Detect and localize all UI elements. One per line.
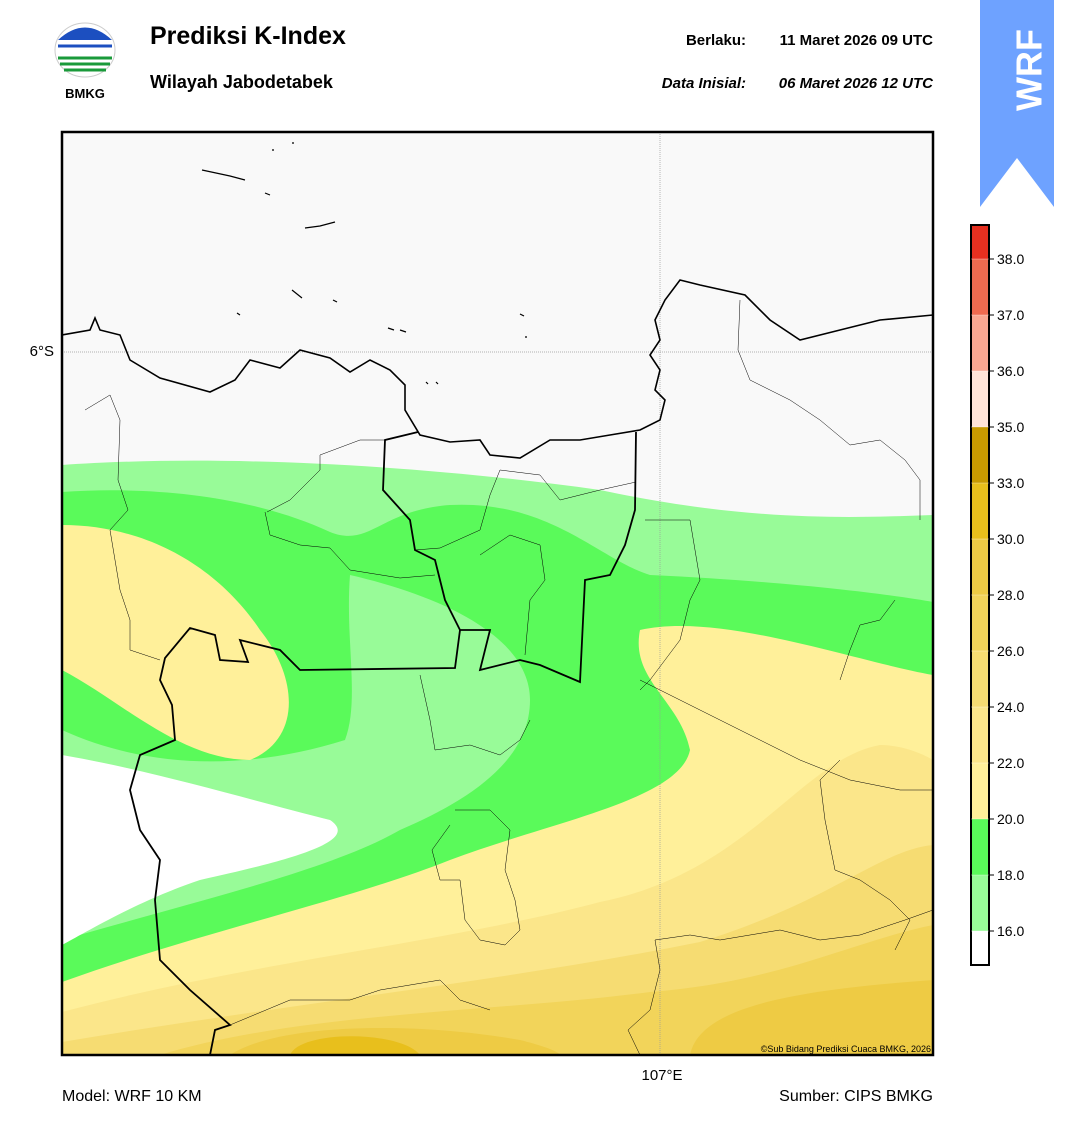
colorbar-band: [971, 595, 989, 651]
colorbar-tick-label: 30.0: [997, 531, 1024, 547]
init-label: Data Inisial:: [662, 75, 746, 92]
colorbar-band: [971, 763, 989, 819]
colorbar-band: [971, 225, 989, 259]
model-note: Model: WRF 10 KM: [62, 1088, 202, 1105]
colorbar-band: [971, 707, 989, 763]
map-lines: [62, 132, 933, 1055]
k-index-field: [690, 980, 933, 1055]
k-index-field: [290, 1036, 420, 1055]
subtitle: Wilayah Jabodetabek: [150, 72, 334, 92]
colorbar-band: [971, 651, 989, 707]
colorbar-tick-label: 18.0: [997, 867, 1024, 883]
colorbar-tick-label: 35.0: [997, 419, 1024, 435]
logo: BMKG: [54, 22, 116, 101]
colorbar-band: [971, 371, 989, 427]
source-note: Sumber: CIPS BMKG: [779, 1088, 933, 1105]
badge: WRF: [980, 0, 1054, 207]
copyright: ©Sub Bidang Prediksi Cuaca BMKG, 2026: [761, 1044, 931, 1054]
colorbar-tick-label: 24.0: [997, 699, 1024, 715]
colorbar-band: [971, 539, 989, 595]
colorbar-band: [971, 819, 989, 875]
map-fields: [62, 132, 933, 1055]
colorbar-band: [971, 483, 989, 539]
colorbar-tick-label: 26.0: [997, 643, 1024, 659]
badge-text: WRF: [1009, 29, 1050, 111]
valid-time: 11 Maret 2026 09 UTC: [780, 32, 934, 49]
colorbar-band: [971, 315, 989, 371]
colorbar-tick-label: 20.0: [997, 811, 1024, 827]
colorbar-band: [971, 931, 989, 965]
colorbar-tick-label: 36.0: [997, 363, 1024, 379]
valid-label: Berlaku:: [686, 32, 746, 49]
colorbar-band: [971, 259, 989, 315]
colorbar-tick-label: 37.0: [997, 307, 1024, 323]
colorbar-tick-label: 22.0: [997, 755, 1024, 771]
colorbar-band: [971, 427, 989, 483]
colorbar-tick-label: 33.0: [997, 475, 1024, 491]
colorbar: 16.0 18.0 20.0 22.0 24.0 26.0 28.0 30.0 33.0 35.0…: [970, 224, 1024, 966]
logo-text: BMKG: [65, 86, 105, 101]
map-frame: [60, 130, 935, 1057]
colorbar-tick-label: 16.0: [997, 923, 1024, 939]
colorbar-tick-label: 28.0: [997, 587, 1024, 603]
k-index-field: [62, 755, 338, 945]
init-time: 06 Maret 2026 12 UTC: [779, 75, 934, 92]
colorbar-tick-label: 38.0: [997, 251, 1024, 267]
lat-label: 6°S: [30, 343, 54, 360]
title: Prediksi K-Index: [150, 22, 346, 50]
lon-label: 107°E: [641, 1067, 682, 1084]
colorbar-band: [971, 875, 989, 931]
